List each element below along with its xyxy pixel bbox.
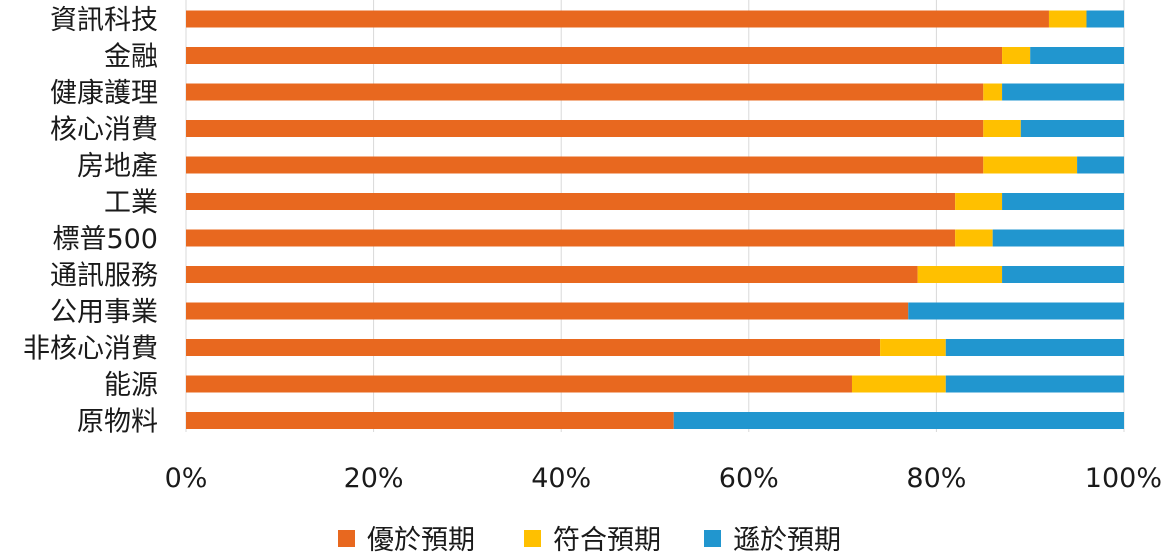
bar-segment-1: [917, 266, 1003, 283]
category-label: 原物料: [77, 407, 158, 438]
bar-segment-0: [186, 229, 956, 247]
bar-segment-1: [1048, 10, 1087, 28]
x-tick-label: 40%: [531, 463, 591, 494]
bar-segment-0: [186, 10, 1049, 28]
bar-segment-1: [983, 83, 1003, 101]
bar-segment-2: [945, 339, 1124, 356]
x-tick-label: 60%: [719, 463, 779, 494]
bar-segment-2: [673, 412, 1124, 429]
legend-swatch: [704, 530, 721, 547]
bar-segment-0: [186, 120, 984, 137]
category-label: 能源: [104, 370, 158, 401]
category-label: 公用事業: [50, 297, 158, 328]
x-tick-label: 20%: [344, 463, 404, 494]
bar-segment-2: [908, 302, 1124, 320]
bar-segment-0: [186, 156, 984, 174]
category-label: 非核心消費: [23, 334, 158, 365]
legend-label: 優於預期: [367, 525, 475, 556]
bar-segment-0: [186, 193, 956, 210]
category-label: 金融: [104, 42, 158, 73]
legend-label: 遜於預期: [733, 525, 841, 556]
x-tick-labels: 0% 20% 40% 60% 80% 100%: [165, 463, 1162, 494]
bar-segment-0: [186, 412, 674, 429]
category-label: 資訊科技: [50, 5, 158, 36]
bar-segment-0: [186, 83, 984, 101]
legend-swatch: [524, 530, 541, 547]
x-tick-label: 0%: [165, 463, 208, 494]
category-label: 健康護理: [50, 78, 158, 109]
category-label: 標普500: [52, 224, 158, 255]
bar-segment-0: [186, 302, 909, 320]
gridlines: [185, 0, 1125, 432]
bar-segment-2: [1030, 47, 1124, 64]
bar-segment-0: [186, 339, 881, 356]
bars: [186, 10, 1124, 429]
bar-segment-1: [983, 120, 1021, 137]
category-label: 工業: [104, 188, 158, 219]
legend-label: 符合預期: [553, 525, 661, 556]
bar-segment-2: [1020, 120, 1124, 137]
bar-segment-0: [186, 47, 1003, 64]
bar-segment-1: [983, 156, 1078, 174]
legend: 優於預期 符合預期 遜於預期: [338, 525, 841, 556]
bar-segment-1: [851, 375, 946, 393]
bar-segment-1: [880, 339, 946, 356]
x-tick-label: 100%: [1085, 463, 1162, 494]
bar-segment-1: [955, 229, 993, 247]
bar-segment-2: [1077, 156, 1124, 174]
bar-segment-0: [186, 375, 852, 393]
category-label: 房地產: [77, 151, 158, 182]
bar-segment-2: [1002, 83, 1124, 101]
category-label: 核心消費: [50, 115, 158, 146]
legend-swatch: [338, 530, 355, 547]
bar-segment-2: [1002, 193, 1124, 210]
bar-segment-0: [186, 266, 918, 283]
bar-segment-2: [1086, 10, 1124, 28]
bar-segment-2: [945, 375, 1124, 393]
bar-segment-2: [992, 229, 1124, 247]
x-tick-label: 80%: [906, 463, 966, 494]
category-label: 通訊服務: [50, 261, 158, 292]
bar-segment-2: [1002, 266, 1124, 283]
bar-segment-1: [955, 193, 1003, 210]
bar-segment-1: [1002, 47, 1031, 64]
